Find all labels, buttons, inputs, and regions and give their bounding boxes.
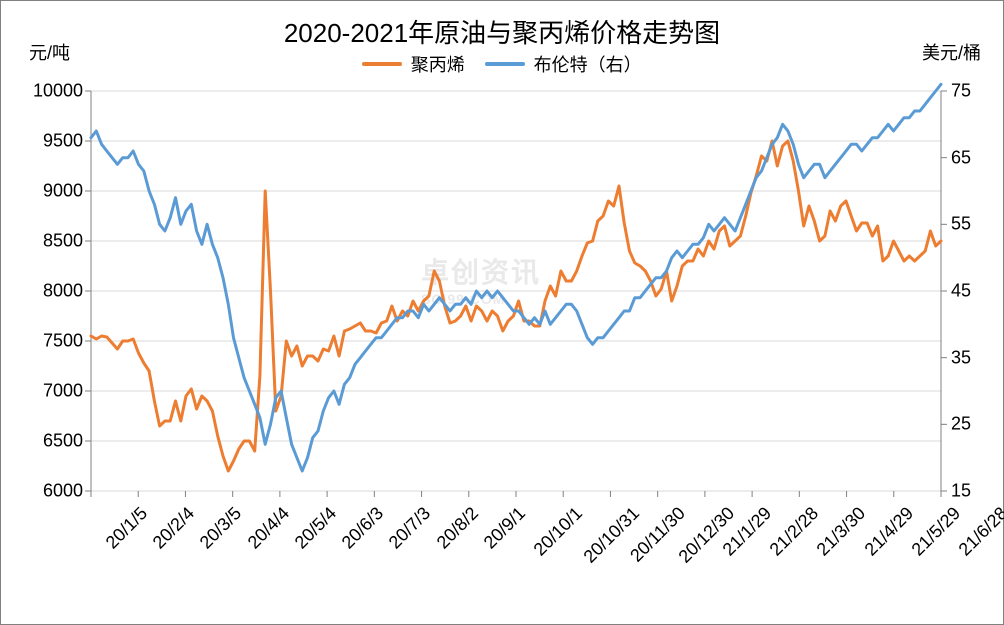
series-布伦特（右） bbox=[91, 84, 941, 471]
y-right-tick: 65 bbox=[951, 147, 1001, 168]
y-right-tick: 75 bbox=[951, 81, 1001, 102]
y-right-tick: 15 bbox=[951, 481, 1001, 502]
y-left-tick: 9500 bbox=[23, 131, 83, 152]
chart-container: 2020-2021年原油与聚丙烯价格走势图 元/吨 美元/桶 聚丙烯 布伦特（右… bbox=[0, 0, 1004, 625]
axis-layer bbox=[85, 91, 947, 497]
y-left-tick: 10000 bbox=[23, 81, 83, 102]
y-left-tick: 8500 bbox=[23, 231, 83, 252]
grid-layer bbox=[91, 91, 941, 491]
y-right-tick: 35 bbox=[951, 347, 1001, 368]
y-right-tick: 45 bbox=[951, 281, 1001, 302]
y-right-tick: 25 bbox=[951, 414, 1001, 435]
y-left-tick: 7500 bbox=[23, 331, 83, 352]
series-layer bbox=[91, 84, 941, 471]
y-right-tick: 55 bbox=[951, 214, 1001, 235]
y-left-tick: 7000 bbox=[23, 381, 83, 402]
y-left-tick: 6000 bbox=[23, 481, 83, 502]
y-left-tick: 6500 bbox=[23, 431, 83, 452]
y-left-tick: 9000 bbox=[23, 181, 83, 202]
y-left-tick: 8000 bbox=[23, 281, 83, 302]
